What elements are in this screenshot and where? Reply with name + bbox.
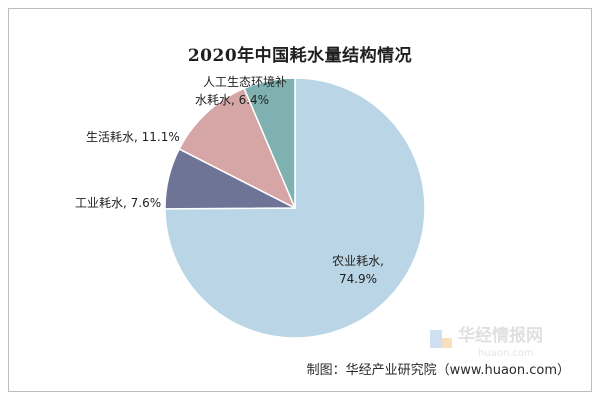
watermark-logo-block-blue: [430, 330, 442, 348]
slice-value-agriculture: 74.9%: [339, 272, 377, 286]
slice-label-industry: 工业耗水, 7.6%: [75, 196, 161, 210]
pie-slice-domestic: [178, 87, 297, 210]
pie-slice-ecology: [243, 77, 296, 209]
slice-label-ecology-line1: 人工生态环境补: [203, 74, 287, 89]
chart-title: 2020年中国耗水量结构情况: [187, 46, 413, 66]
pie-labels: 农业耗水, 74.9% 工业耗水, 7.6% 生活耗水, 11.1% 人工生态环…: [75, 74, 384, 286]
slice-label-ecology-line2: 水耗水, 6.4%: [195, 93, 269, 107]
watermark-text: 华经情报网: [458, 325, 543, 346]
pie-slices: [164, 77, 426, 339]
source-note: 制图：华经产业研究院（www.huaon.com）: [306, 363, 570, 378]
watermark-subtext: huaon.com: [478, 348, 534, 359]
watermark-logo-block-orange: [442, 338, 452, 348]
slice-label-agriculture: 农业耗水,: [332, 254, 384, 268]
watermark-logo: 华经情报网 huaon.com: [430, 325, 543, 359]
slice-label-domestic: 生活耗水, 11.1%: [86, 130, 180, 144]
pie-slice-agriculture: [164, 77, 426, 339]
